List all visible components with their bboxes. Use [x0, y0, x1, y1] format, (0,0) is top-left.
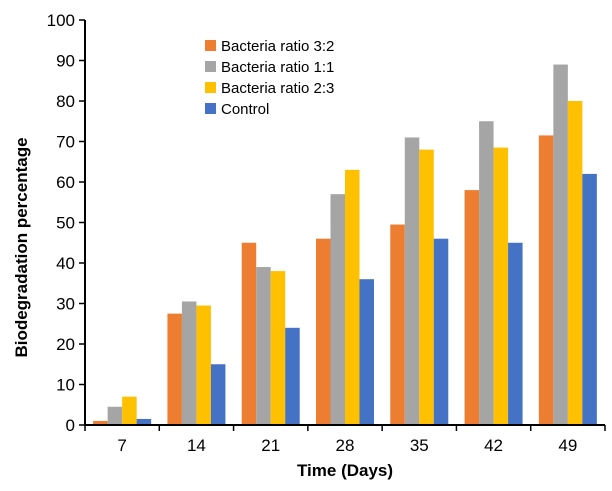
y-tick-label: 30	[56, 295, 75, 314]
bar-28-series-2	[330, 194, 345, 425]
y-tick-label: 50	[56, 214, 75, 233]
bar-42-series-3	[493, 147, 509, 425]
bar-49-series-2	[553, 64, 568, 426]
bar-35-series-1	[390, 224, 405, 425]
axes-layer: 7 14 21 28 35 42 49 0 10 20 30 40 50 60 70 80 90 100	[47, 11, 606, 455]
y-tick-label: 100	[47, 11, 75, 30]
bar-21-series-3	[270, 271, 286, 425]
x-tick-label: 7	[117, 436, 126, 455]
bar-49-series-4	[582, 173, 597, 425]
y-tick-label: 70	[56, 133, 75, 152]
legend-swatch	[205, 103, 216, 114]
legend-swatch	[205, 82, 216, 93]
x-tick-label: 35	[410, 436, 429, 455]
legend-swatch	[205, 61, 216, 72]
bar-21-series-2	[256, 267, 271, 425]
bar-14-series-3	[196, 305, 211, 425]
bar-35-series-3	[419, 149, 434, 425]
bars-layer	[93, 64, 597, 426]
legend: Bacteria ratio 3:2 Bacteria ratio 1:1 Bact…	[205, 38, 334, 118]
bar-35-series-2	[404, 137, 420, 425]
bar-14-series-1	[167, 313, 182, 426]
bar-21-series-4	[285, 327, 300, 425]
x-axis-title: Time (Days)	[297, 461, 393, 480]
bar-42-series-4	[508, 242, 523, 425]
bar-28-series-1	[316, 238, 331, 425]
legend-label: Bacteria ratio 3:2	[221, 38, 334, 55]
bar-14-series-4	[210, 364, 226, 425]
bar-7-series-2	[107, 406, 123, 425]
bar-42-series-2	[479, 121, 494, 425]
y-tick-label: 80	[56, 92, 75, 111]
bar-21-series-1	[241, 242, 257, 425]
x-tick-label: 28	[336, 436, 355, 455]
bar-49-series-3	[567, 101, 583, 425]
y-tick-label: 40	[56, 254, 75, 273]
bar-28-series-4	[359, 279, 374, 425]
y-tick-label: 10	[56, 376, 75, 395]
bar-35-series-4	[433, 238, 449, 425]
bar-49-series-1	[538, 135, 554, 425]
y-tick-label: 20	[56, 335, 75, 354]
bar-42-series-1	[464, 190, 480, 425]
y-axis-title: Biodegradation percentage	[12, 137, 31, 357]
legend-label: Bacteria ratio 2:3	[221, 80, 334, 97]
legend-label: Control	[221, 101, 269, 118]
bar-7-series-3	[122, 396, 137, 425]
legend-label: Bacteria ratio 1:1	[221, 59, 334, 76]
x-tick-label: 14	[187, 436, 206, 455]
bar-7-series-4	[136, 418, 152, 425]
y-tick-label: 60	[56, 173, 75, 192]
y-tick-label: 0	[66, 416, 75, 435]
y-tick-label: 90	[56, 52, 75, 71]
x-tick-label: 21	[261, 436, 280, 455]
bar-7-series-1	[93, 420, 108, 425]
x-tick-label: 49	[558, 436, 577, 455]
bar-28-series-3	[345, 169, 360, 425]
x-tick-label: 42	[484, 436, 503, 455]
legend-swatch	[205, 40, 216, 51]
bar-14-series-2	[181, 301, 197, 425]
